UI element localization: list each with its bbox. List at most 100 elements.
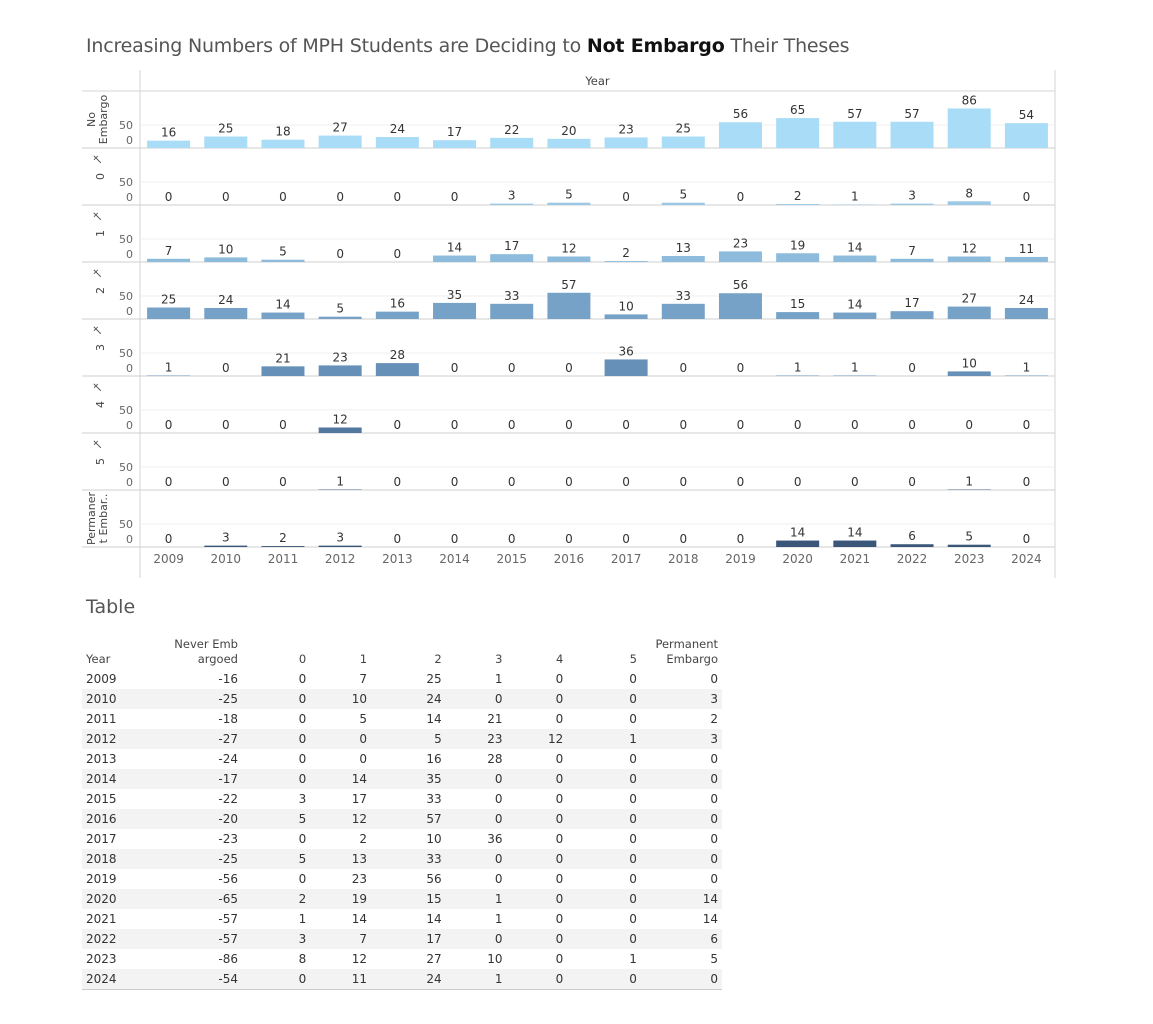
data-label: 3	[336, 531, 344, 545]
table-row: 2009 -16 0 7 25 1 0 0 0	[82, 669, 722, 689]
title-emphasis: Not Embargo	[586, 35, 725, 57]
table-cell: 23	[445, 729, 507, 749]
table-cell: 27	[426, 952, 442, 966]
table-cell: 12	[506, 729, 568, 749]
data-label: 5	[965, 530, 973, 544]
table-cell: 0	[445, 689, 507, 709]
table-cell: 3	[298, 792, 307, 806]
data-label: 1	[1023, 361, 1031, 375]
table-cell: 0	[567, 769, 641, 789]
data-label: 16	[390, 297, 405, 311]
bar	[718, 293, 762, 319]
bar	[318, 545, 362, 547]
table-cell: 0	[310, 729, 372, 749]
bar	[890, 121, 934, 148]
y-tick-label: 50	[119, 233, 133, 246]
table-cell: 0	[555, 872, 564, 886]
data-label: 14	[847, 241, 862, 255]
pin-icon: †	[90, 323, 104, 337]
table-cell: 0	[241, 969, 311, 990]
table-cell: 2	[359, 832, 368, 846]
data-label: 1	[851, 361, 859, 375]
x-tick-label: 2023	[954, 552, 985, 566]
table-row: 2019 -56 0 23 56 0 0 0 0	[82, 869, 722, 889]
table-cell: 14	[310, 769, 372, 789]
column-header: 1	[359, 652, 368, 666]
data-label: 0	[679, 532, 687, 546]
data-label: 23	[333, 350, 348, 364]
row-label: 5	[94, 458, 107, 465]
data-label: 24	[218, 293, 233, 307]
data-label: 14	[847, 526, 862, 540]
row-label: 2	[94, 287, 107, 294]
table-cell: 0	[506, 849, 568, 869]
table-cell: 56	[426, 872, 442, 886]
table-cell: 33	[426, 792, 442, 806]
data-label: 5	[279, 245, 287, 259]
data-label: 0	[737, 361, 745, 375]
table-cell: 2020	[82, 889, 157, 909]
data-label: 0	[451, 361, 459, 375]
bar	[776, 253, 820, 262]
x-tick-label: 2016	[554, 552, 585, 566]
table-cell: 0	[506, 769, 568, 789]
table-cell: 5	[241, 809, 311, 829]
table-cell: 0	[241, 729, 311, 749]
table-cell: 14	[351, 912, 368, 926]
table-cell: 2010	[82, 689, 157, 709]
table-cell: 0	[640, 849, 722, 869]
table-cell: 5	[371, 729, 446, 749]
table-row: 2010 -25 0 10 24 0 0 0 3	[82, 689, 722, 709]
bar	[776, 204, 820, 205]
table-cell: 1	[494, 672, 503, 686]
data-label: 0	[794, 475, 802, 489]
data-label: 23	[618, 122, 633, 136]
data-label: 0	[222, 361, 230, 375]
data-label: 1	[165, 361, 173, 375]
data-label: 0	[279, 475, 287, 489]
data-label: 33	[504, 289, 519, 303]
x-tick-label: 2024	[1011, 552, 1042, 566]
table-cell: 6	[640, 929, 722, 949]
pin-icon: †	[90, 437, 104, 451]
bar	[318, 365, 362, 376]
table-cell: 2	[241, 889, 311, 909]
y-tick-label: 50	[119, 461, 133, 474]
column-header: Year	[86, 652, 111, 666]
table-cell: 0	[555, 832, 564, 846]
data-label: 0	[279, 190, 287, 204]
bar	[890, 203, 934, 205]
table-cell: 0	[629, 792, 637, 806]
y-tick-label: 50	[119, 347, 133, 360]
bar	[433, 140, 477, 148]
data-label: 23	[733, 236, 748, 250]
x-tick-label: 2020	[782, 552, 813, 566]
data-label: 56	[733, 278, 748, 292]
data-label: 0	[622, 418, 630, 432]
table-row: 2017 -23 0 2 10 36 0 0 0	[82, 829, 722, 849]
table-row: 2018 -25 5 13 33 0 0 0 0	[82, 849, 722, 869]
table-cell: 5	[359, 712, 368, 726]
data-label: 0	[336, 190, 344, 204]
bar	[204, 307, 248, 319]
data-label: 18	[275, 125, 290, 139]
data-label: 1	[851, 190, 859, 204]
bar	[375, 363, 419, 376]
data-label: 27	[962, 292, 977, 306]
data-label: 14	[275, 298, 290, 312]
bar	[490, 203, 534, 205]
bar	[318, 427, 362, 433]
pin-icon: †	[90, 209, 104, 223]
table-cell: -22	[218, 792, 238, 806]
table-cell: 2023	[86, 952, 117, 966]
data-label: 0	[679, 475, 687, 489]
table-cell: 1	[629, 952, 637, 966]
data-label: 27	[333, 121, 348, 135]
table-cell: -86	[218, 952, 238, 966]
bar	[833, 121, 877, 148]
data-label: 3	[222, 531, 230, 545]
title-part-2: Their Theses	[724, 35, 850, 57]
bar	[833, 540, 877, 547]
table-cell: 0	[710, 752, 718, 766]
table-cell: -18	[218, 712, 238, 726]
